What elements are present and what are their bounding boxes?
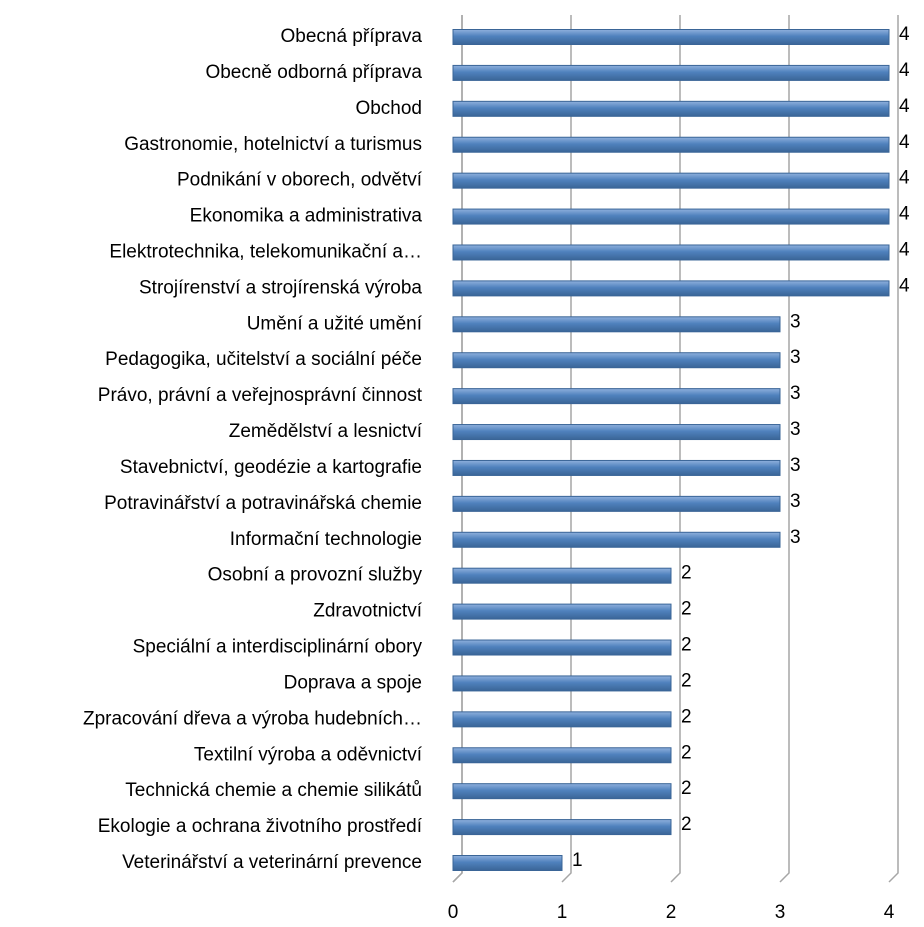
grid-line xyxy=(888,15,899,883)
x-tick-label: 4 xyxy=(884,902,895,923)
bar xyxy=(452,819,672,836)
bar xyxy=(452,100,890,117)
value-label: 3 xyxy=(790,455,801,476)
value-label: 4 xyxy=(899,60,910,81)
value-label: 3 xyxy=(790,491,801,512)
bar xyxy=(452,639,672,656)
y-tick-label: Obecná příprava xyxy=(280,26,422,47)
grid-line xyxy=(670,15,681,883)
bar xyxy=(452,783,672,800)
y-tick-label: Umění a užité umění xyxy=(247,313,423,334)
y-tick-label: Informační technologie xyxy=(230,529,422,550)
y-tick-label: Obchod xyxy=(355,98,422,119)
value-label: 1 xyxy=(572,850,583,871)
y-tick-label: Zpracování dřeva a výroba hudebních… xyxy=(83,708,422,729)
value-label: 4 xyxy=(899,204,910,225)
value-label: 2 xyxy=(681,742,692,763)
value-label: 2 xyxy=(681,563,692,584)
bar xyxy=(452,244,890,261)
y-tick-label: Ekologie a ochrana životního prostředí xyxy=(98,816,423,837)
bar xyxy=(452,136,890,153)
value-label: 4 xyxy=(899,24,910,45)
y-tick-label: Zemědělství a lesnictví xyxy=(229,421,423,442)
value-label: 3 xyxy=(790,419,801,440)
bar xyxy=(452,495,781,512)
bar xyxy=(452,531,781,548)
y-tick-label: Doprava a spoje xyxy=(284,672,422,693)
value-label: 3 xyxy=(790,527,801,548)
value-label: 2 xyxy=(681,778,692,799)
x-tick-label: 1 xyxy=(557,902,568,923)
bar xyxy=(452,459,781,476)
bar xyxy=(452,567,672,584)
bar xyxy=(452,424,781,441)
value-label: 3 xyxy=(790,347,801,368)
y-tick-label: Osobní a provozní služby xyxy=(208,565,423,586)
grid-line xyxy=(452,15,463,883)
value-label: 2 xyxy=(681,814,692,835)
y-tick-label: Elektrotechnika, telekomunikační a… xyxy=(109,241,422,262)
y-tick-label: Speciální a interdisciplinární obory xyxy=(133,637,423,658)
y-tick-label: Ekonomika a administrativa xyxy=(190,206,423,227)
bar xyxy=(452,603,672,620)
y-tick-label: Pedagogika, učitelství a sociální péče xyxy=(105,349,422,370)
bar xyxy=(452,29,890,45)
bar xyxy=(452,208,890,225)
value-label: 4 xyxy=(899,275,910,296)
value-label: 4 xyxy=(899,239,910,260)
value-label: 3 xyxy=(790,383,801,404)
y-tick-label: Strojírenství a strojírenská výroba xyxy=(139,277,422,298)
bar xyxy=(452,855,563,871)
y-tick-label: Podnikání v oborech, odvětví xyxy=(177,170,423,191)
value-label: 2 xyxy=(681,635,692,656)
y-tick-label: Veterinářství a veterinární prevence xyxy=(122,852,422,873)
y-tick-label: Zdravotnictví xyxy=(313,601,422,622)
y-tick-label: Právo, právní a veřejnosprávní činnost xyxy=(98,385,423,406)
y-tick-label: Textilní výroba a oděvnictví xyxy=(194,744,423,765)
bar xyxy=(452,352,781,369)
bar xyxy=(452,388,781,405)
x-tick-label: 3 xyxy=(775,902,786,923)
value-label: 4 xyxy=(899,168,910,189)
grid-line xyxy=(779,15,790,883)
bar xyxy=(452,711,672,728)
y-tick-label: Potravinářství a potravinářská chemie xyxy=(104,493,422,514)
bar xyxy=(452,747,672,764)
y-tick-label: Obecně odborná příprava xyxy=(205,62,422,83)
x-tick-label: 2 xyxy=(666,902,677,923)
x-tick-label: 0 xyxy=(448,902,459,923)
value-label: 4 xyxy=(899,132,910,153)
bar xyxy=(452,316,781,333)
value-label: 2 xyxy=(681,599,692,620)
y-tick-label: Technická chemie a chemie silikátů xyxy=(125,780,422,801)
grid-line xyxy=(561,15,572,883)
value-label: 2 xyxy=(681,670,692,691)
value-label: 4 xyxy=(899,96,910,117)
y-tick-label: Stavebnictví, geodézie a kartografie xyxy=(120,457,422,478)
value-label: 2 xyxy=(681,706,692,727)
bar xyxy=(452,64,890,81)
bar xyxy=(452,280,890,297)
y-tick-label: Gastronomie, hotelnictví a turismus xyxy=(124,134,422,155)
bar xyxy=(452,675,672,692)
bar xyxy=(452,172,890,189)
value-label: 3 xyxy=(790,311,801,332)
